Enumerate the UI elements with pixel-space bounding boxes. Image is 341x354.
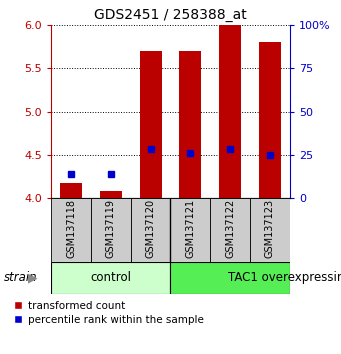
Text: GSM137121: GSM137121 [186,199,195,258]
Bar [131,198,170,262]
Bar [51,262,170,294]
Bar [51,198,91,262]
Text: ▶: ▶ [28,272,38,284]
Bar [219,25,241,198]
Bar [179,51,201,198]
Text: TAC1 overexpressing: TAC1 overexpressing [228,272,341,284]
Text: GSM137118: GSM137118 [66,199,76,258]
Bar [170,198,210,262]
Text: GSM137120: GSM137120 [146,199,155,258]
Title: GDS2451 / 258388_at: GDS2451 / 258388_at [94,8,247,22]
Text: control: control [90,272,131,284]
Bar [210,198,250,262]
Text: GSM137119: GSM137119 [106,199,116,258]
Legend: transformed count, percentile rank within the sample: transformed count, percentile rank withi… [12,299,206,327]
Bar [250,198,290,262]
Bar [91,198,131,262]
Bar [170,262,290,294]
Text: strain: strain [3,272,37,284]
Bar [100,191,122,198]
Text: GSM137123: GSM137123 [265,199,275,258]
Bar [259,42,281,198]
Bar [140,51,162,198]
Text: GSM137122: GSM137122 [225,199,235,258]
Bar [60,183,82,198]
